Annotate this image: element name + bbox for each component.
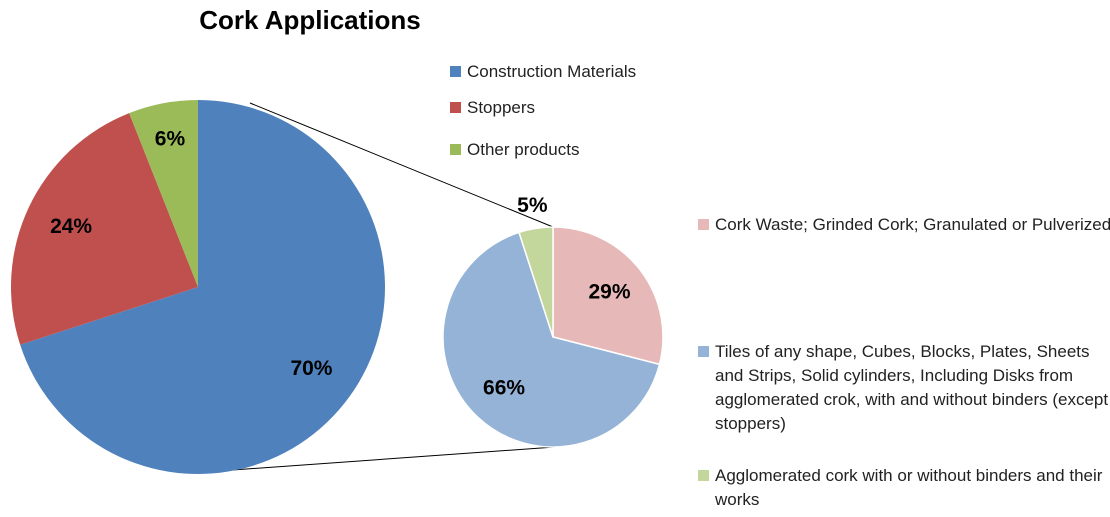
legend-label: Cork Waste; Grinded Cork; Granulated or … [715, 215, 1110, 234]
legend-swatch [450, 66, 461, 77]
connector-line [249, 102, 554, 228]
legend-item: Tiles of any shape, Cubes, Blocks, Plate… [698, 340, 1110, 436]
legend-item: Stoppers [450, 96, 750, 120]
data-label: 24% [50, 215, 92, 238]
legend-label: Construction Materials [467, 62, 637, 81]
legend-swatch [698, 470, 709, 481]
legend-item: Other products [450, 138, 750, 162]
chart-title: Cork Applications [199, 5, 421, 35]
pie-slice [442, 231, 661, 448]
data-label: 70% [290, 357, 332, 380]
pie-slice [20, 100, 385, 474]
pie-slice [11, 113, 199, 345]
legend-swatch [450, 102, 461, 113]
legend-swatch [698, 219, 709, 230]
legend-label: Agglomerated cork with or without binder… [715, 466, 1103, 509]
legend-label: Other products [467, 140, 580, 159]
data-label: 6% [155, 128, 186, 151]
legend-item: Agglomerated cork with or without binder… [698, 464, 1110, 512]
pie-slice [129, 100, 198, 287]
legend-label: Tiles of any shape, Cubes, Blocks, Plate… [715, 342, 1109, 433]
legend-swatch [698, 346, 709, 357]
legend-swatch [450, 144, 461, 155]
connector-line [204, 446, 556, 473]
data-label: 29% [588, 281, 630, 304]
pie-slice [552, 226, 664, 366]
legend-item: Cork Waste; Grinded Cork; Granulated or … [698, 213, 1110, 237]
data-label: 5% [517, 194, 548, 217]
legend-item: Construction Materials [450, 60, 750, 84]
pie-slice [518, 226, 554, 338]
legend-label: Stoppers [467, 98, 536, 117]
data-label: 66% [483, 377, 525, 400]
